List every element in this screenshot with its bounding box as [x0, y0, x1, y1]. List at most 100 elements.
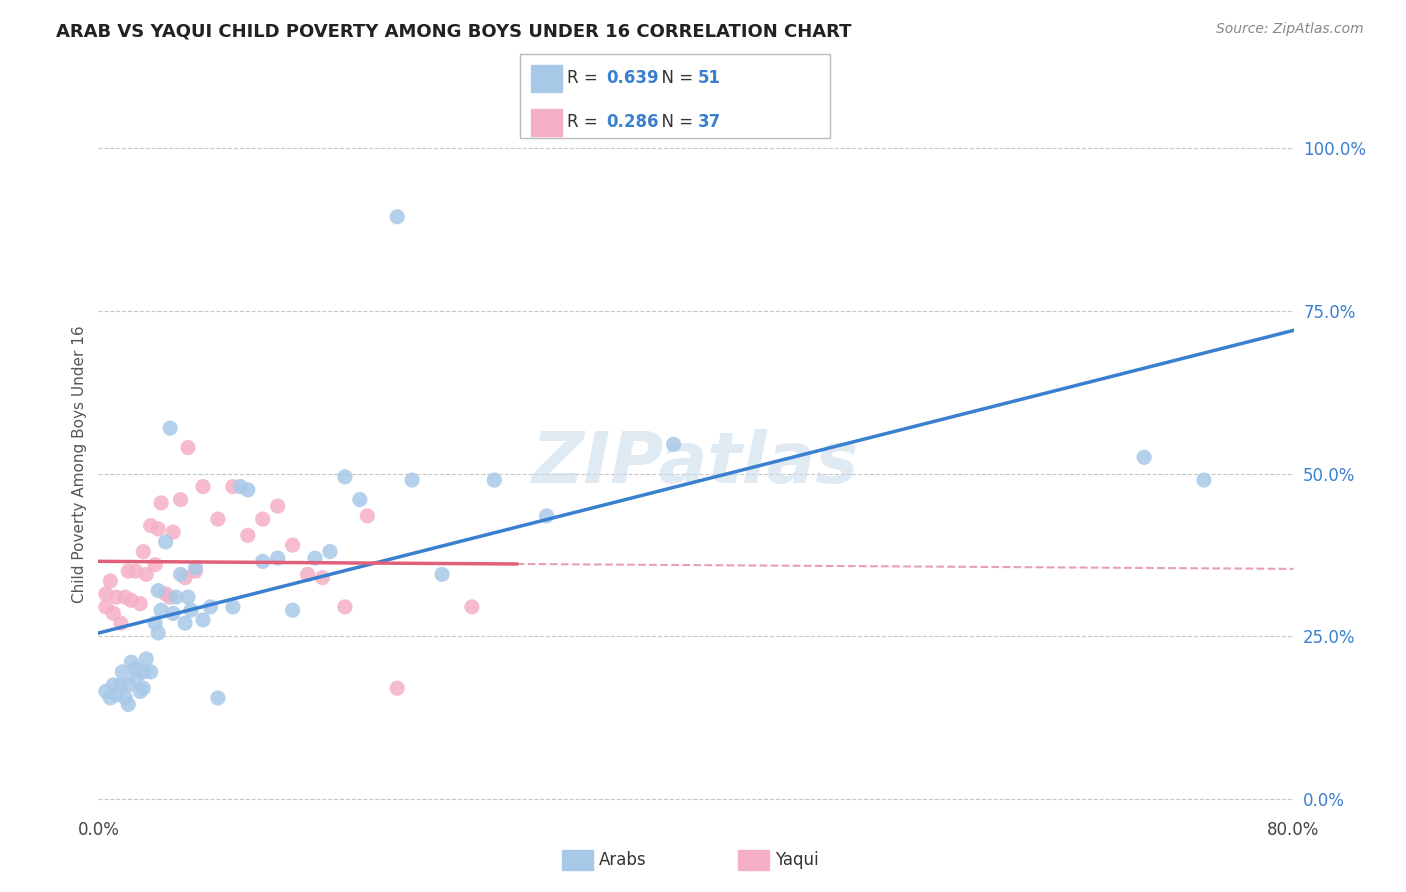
Point: [236, 483, 259, 497]
Point: [125, 662, 148, 676]
Point: [536, 508, 558, 523]
Point: [252, 512, 274, 526]
Point: [333, 470, 356, 484]
Point: [177, 441, 200, 455]
Point: [461, 599, 484, 614]
Point: [129, 684, 152, 698]
Point: [100, 574, 122, 588]
Point: [139, 518, 162, 533]
Point: [385, 681, 409, 695]
Point: [162, 607, 184, 621]
Point: [281, 603, 304, 617]
Text: R =: R =: [567, 70, 603, 87]
Text: R =: R =: [567, 113, 603, 131]
Point: [94, 587, 117, 601]
Point: [430, 567, 453, 582]
Point: [401, 473, 423, 487]
Point: [356, 508, 378, 523]
Point: [139, 665, 162, 679]
Point: [162, 525, 184, 540]
Text: 0.286: 0.286: [606, 113, 658, 131]
Point: [1133, 450, 1156, 465]
Point: [222, 599, 245, 614]
Point: [125, 564, 148, 578]
Point: [105, 590, 128, 604]
Point: [385, 210, 409, 224]
Point: [297, 567, 319, 582]
Point: [281, 538, 304, 552]
Point: [155, 534, 177, 549]
Point: [267, 551, 290, 566]
Point: [103, 607, 125, 621]
Point: [191, 480, 214, 494]
Point: [150, 496, 173, 510]
Point: [125, 672, 148, 686]
Point: [200, 599, 222, 614]
Point: [165, 590, 187, 604]
Point: [207, 690, 229, 705]
Text: 0.639: 0.639: [606, 70, 658, 87]
Point: [174, 571, 197, 585]
Point: [191, 613, 214, 627]
Point: [132, 681, 155, 695]
Text: Arabs: Arabs: [599, 851, 647, 869]
Point: [117, 698, 139, 712]
Point: [155, 587, 177, 601]
Point: [174, 616, 197, 631]
Point: [229, 480, 252, 494]
Point: [117, 564, 139, 578]
Point: [103, 678, 125, 692]
Point: [148, 522, 170, 536]
Point: [333, 599, 356, 614]
Point: [304, 551, 326, 566]
Point: [110, 616, 132, 631]
Text: 51: 51: [697, 70, 720, 87]
Point: [94, 599, 117, 614]
Point: [94, 684, 117, 698]
Point: [311, 571, 333, 585]
Text: ARAB VS YAQUI CHILD POVERTY AMONG BOYS UNDER 16 CORRELATION CHART: ARAB VS YAQUI CHILD POVERTY AMONG BOYS U…: [56, 22, 852, 40]
Point: [135, 652, 157, 666]
Point: [143, 558, 166, 572]
Point: [143, 616, 166, 631]
Point: [159, 590, 181, 604]
Point: [177, 590, 200, 604]
Point: [111, 665, 134, 679]
Point: [129, 597, 152, 611]
Point: [349, 492, 371, 507]
Point: [319, 544, 342, 558]
Point: [148, 583, 170, 598]
Point: [662, 437, 685, 451]
Point: [105, 688, 128, 702]
Point: [180, 603, 202, 617]
Y-axis label: Child Poverty Among Boys Under 16: Child Poverty Among Boys Under 16: [72, 325, 87, 603]
Point: [135, 567, 157, 582]
Point: [148, 626, 170, 640]
Text: N =: N =: [651, 113, 699, 131]
Point: [110, 678, 132, 692]
Point: [207, 512, 229, 526]
Point: [184, 564, 207, 578]
Point: [267, 499, 290, 513]
Point: [1192, 473, 1215, 487]
Text: 37: 37: [697, 113, 721, 131]
Text: N =: N =: [651, 70, 699, 87]
Point: [169, 567, 191, 582]
Point: [114, 590, 136, 604]
Text: Source: ZipAtlas.com: Source: ZipAtlas.com: [1216, 22, 1364, 37]
Point: [150, 603, 173, 617]
Text: ZIPatlas: ZIPatlas: [533, 429, 859, 499]
Point: [120, 593, 142, 607]
Point: [484, 473, 506, 487]
Point: [120, 655, 142, 669]
Point: [132, 544, 155, 558]
Point: [252, 554, 274, 568]
Point: [132, 665, 155, 679]
Point: [100, 690, 122, 705]
Point: [236, 528, 259, 542]
Point: [117, 678, 139, 692]
Point: [184, 561, 207, 575]
Text: Yaqui: Yaqui: [775, 851, 818, 869]
Point: [169, 492, 191, 507]
Point: [159, 421, 181, 435]
